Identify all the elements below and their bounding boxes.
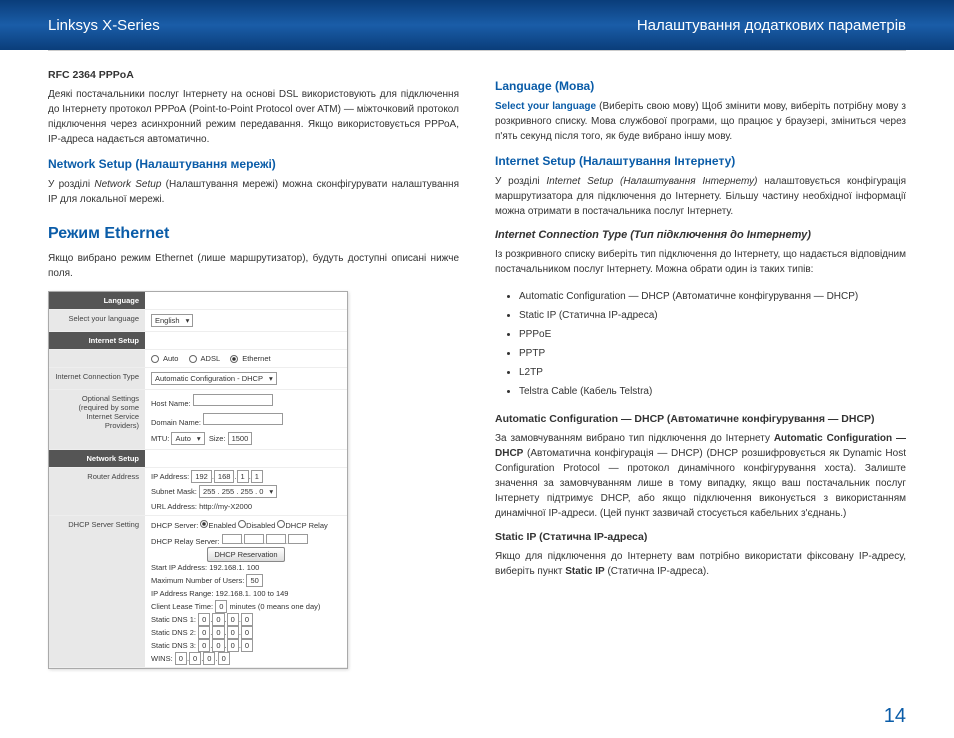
page-header: Linksys X-Series Налаштування додаткових… [0, 0, 954, 50]
header-left: Linksys X-Series [48, 17, 160, 34]
left-column: RFC 2364 PPPoA Деякі постачальники послу… [48, 69, 459, 669]
list-item: Automatic Configuration — DHCP (Автомати… [519, 287, 906, 306]
list-item: Static IP (Статична IP-адреса) [519, 306, 906, 325]
list-item: L2TP [519, 363, 906, 382]
ethernet-para: Якщо вибрано режим Ethernet (лише маршру… [48, 251, 459, 281]
rfc-para: Деякі постачальники послуг Інтернету на … [48, 87, 459, 147]
auto-dhcp-para: За замовчуванням вибрано тип підключення… [495, 431, 906, 521]
network-setup-para: У розділі Network Setup (Налаштування ме… [48, 177, 459, 207]
language-para: Select your language (Виберіть свою мову… [495, 99, 906, 144]
language-heading: Language (Мова) [495, 79, 906, 93]
network-setup-heading: Network Setup (Налаштування мережі) [48, 157, 459, 171]
right-column: Language (Мова) Select your language (Ви… [495, 69, 906, 669]
ethernet-heading: Режим Ethernet [48, 225, 459, 243]
list-item: Telstra Cable (Кабель Telstra) [519, 382, 906, 401]
connection-type-list: Automatic Configuration — DHCP (Автомати… [519, 287, 906, 401]
content-area: RFC 2364 PPPoA Деякі постачальники послу… [0, 51, 954, 679]
static-ip-heading: Static IP (Статична IP-адреса) [495, 531, 906, 543]
page-number: 14 [884, 705, 906, 728]
ict-para: Із розкривного списку виберіть тип підкл… [495, 247, 906, 277]
internet-setup-para: У розділі Internet Setup (Налаштування І… [495, 174, 906, 219]
list-item: PPPoE [519, 325, 906, 344]
rfc-title: RFC 2364 PPPoA [48, 69, 459, 81]
header-right: Налаштування додаткових параметрів [637, 17, 906, 34]
list-item: PPTP [519, 344, 906, 363]
ict-heading: Internet Connection Type (Тип підключенн… [495, 229, 906, 241]
internet-setup-heading: Internet Setup (Налаштування Інтернету) [495, 154, 906, 168]
config-screenshot: Language Select your languageEnglish▾ In… [48, 291, 348, 669]
static-ip-para: Якщо для підключення до Інтернету вам по… [495, 549, 906, 579]
auto-dhcp-heading: Automatic Configuration — DHCP (Автомати… [495, 413, 906, 425]
